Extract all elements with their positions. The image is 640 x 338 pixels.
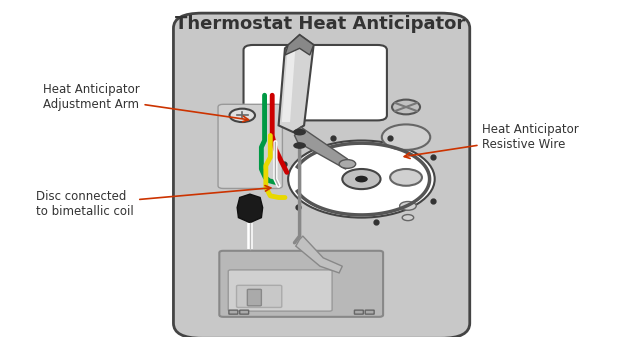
FancyBboxPatch shape xyxy=(247,289,261,306)
Circle shape xyxy=(230,108,255,122)
FancyBboxPatch shape xyxy=(229,310,238,314)
Polygon shape xyxy=(296,236,342,273)
Text: Thermostat Heat Anticipator: Thermostat Heat Anticipator xyxy=(175,15,465,33)
FancyBboxPatch shape xyxy=(220,251,383,317)
FancyBboxPatch shape xyxy=(355,310,364,314)
Circle shape xyxy=(288,141,435,218)
FancyBboxPatch shape xyxy=(173,13,470,338)
Polygon shape xyxy=(237,194,262,223)
Text: Heat Anticipator
Adjustment Arm: Heat Anticipator Adjustment Arm xyxy=(43,83,248,122)
Polygon shape xyxy=(285,35,314,55)
Circle shape xyxy=(342,169,381,189)
Circle shape xyxy=(402,215,413,221)
Circle shape xyxy=(355,176,368,183)
FancyBboxPatch shape xyxy=(240,310,248,314)
Circle shape xyxy=(390,169,422,186)
FancyBboxPatch shape xyxy=(237,285,282,308)
FancyBboxPatch shape xyxy=(365,310,374,314)
Polygon shape xyxy=(278,35,314,132)
FancyBboxPatch shape xyxy=(228,270,332,311)
FancyBboxPatch shape xyxy=(218,104,282,189)
FancyBboxPatch shape xyxy=(244,45,387,120)
Circle shape xyxy=(399,201,416,210)
Text: Disc connected
to bimetallic coil: Disc connected to bimetallic coil xyxy=(36,186,271,218)
Circle shape xyxy=(392,100,420,114)
Circle shape xyxy=(293,142,306,149)
Circle shape xyxy=(293,129,306,136)
Text: Heat Anticipator
Resistive Wire: Heat Anticipator Resistive Wire xyxy=(404,123,579,159)
Circle shape xyxy=(382,124,430,150)
Polygon shape xyxy=(294,127,351,169)
Polygon shape xyxy=(282,42,296,122)
Circle shape xyxy=(339,160,356,168)
